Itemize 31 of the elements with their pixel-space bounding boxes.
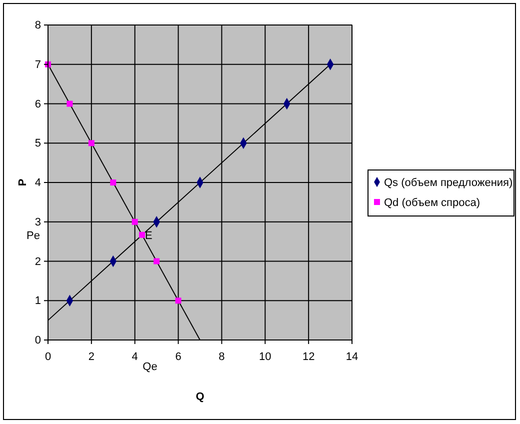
x-tick-label: 10 (259, 351, 272, 364)
text: Pe (26, 230, 40, 242)
y-tick-label: 7 (34, 58, 41, 71)
y-tick-label: 8 (34, 20, 41, 32)
point (154, 258, 160, 264)
y-tick-label: 2 (34, 256, 41, 268)
point (88, 140, 94, 146)
x-tick-label: 2 (88, 351, 94, 364)
point (110, 180, 116, 186)
x-axis-title: Q (196, 391, 205, 403)
y-axis-title: P (17, 178, 29, 186)
y-tick-label: 0 (34, 334, 41, 347)
point (139, 232, 146, 238)
point (175, 298, 182, 304)
x-tick-label: 8 (218, 351, 225, 364)
legend-label: Qd (объем спроса) (384, 197, 480, 209)
x-tick-label: 12 (302, 351, 315, 364)
y-tick-label: 5 (34, 138, 41, 150)
y-tick-label: 3 (34, 216, 41, 228)
annotation: E (145, 230, 152, 242)
y-tick-label: 4 (34, 177, 41, 190)
x-tick-label: 0 (44, 351, 52, 364)
text: Qe (142, 361, 158, 373)
y-tick-label: 6 (34, 98, 41, 110)
point (66, 100, 73, 107)
x-tick-label: 4 (132, 351, 138, 364)
x-tick-label: 14 (346, 351, 358, 364)
y-tick-label: 1 (34, 295, 41, 308)
legend-label: Qs (объем предложения) (384, 177, 513, 189)
point (132, 218, 138, 225)
x-tick-label: 6 (175, 351, 182, 364)
